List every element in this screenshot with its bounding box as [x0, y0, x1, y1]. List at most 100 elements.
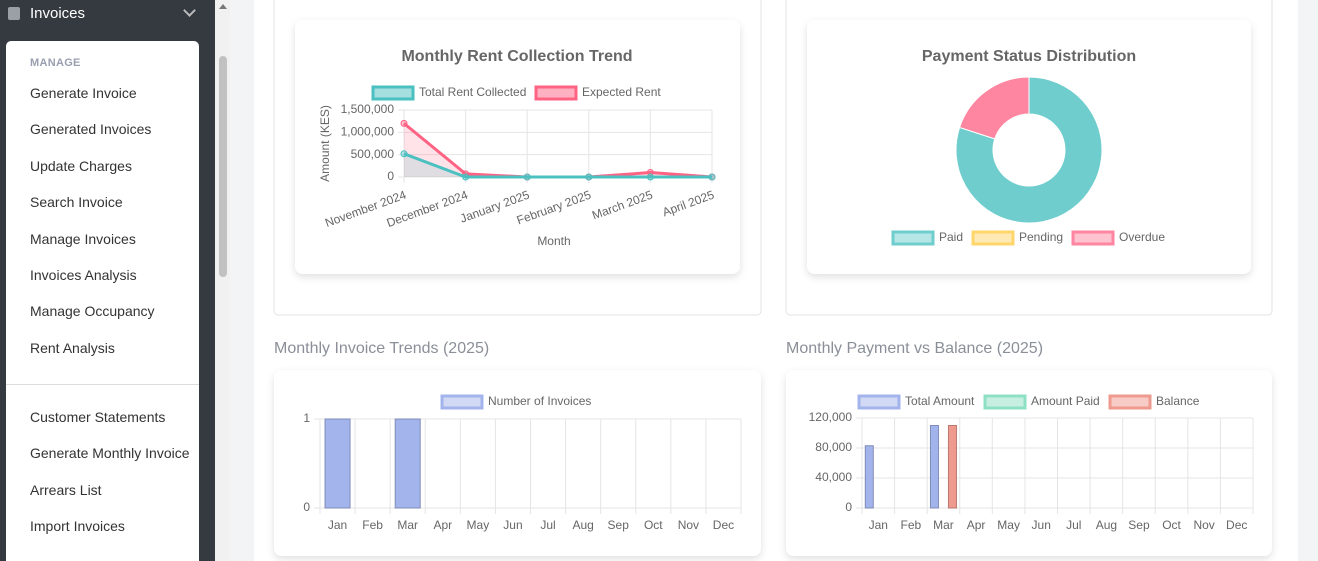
slice: [958, 76, 1030, 140]
point: [523, 173, 531, 181]
legend-label: Expected Rent: [582, 85, 661, 99]
menu-item[interactable]: Rent Analysis: [30, 339, 115, 356]
y-tick-label: 120,000: [809, 410, 853, 424]
legend-swatch: [1071, 230, 1115, 246]
x-tick-label: Jun: [1032, 518, 1051, 532]
legend-swatch: [1108, 394, 1152, 410]
menu-item[interactable]: Generated Invoices: [30, 121, 152, 138]
y-tick-label: 1,500,000: [341, 102, 395, 116]
scrollbar[interactable]: [215, 0, 230, 561]
x-tick-label: Nov: [678, 518, 699, 532]
legend-label: Number of Invoices: [488, 394, 591, 408]
bar: [929, 425, 939, 509]
bar: [324, 418, 351, 509]
chart-card: [786, 370, 1272, 556]
legend-label: Pending: [1019, 230, 1063, 244]
x-tick-label: Dec: [713, 518, 734, 532]
y-tick-label: 1,000,000: [341, 125, 395, 139]
x-tick-label: Jul: [540, 518, 555, 532]
area: [404, 153, 712, 177]
x-tick-label: Nov: [1193, 518, 1214, 532]
legend-label: Overdue: [1119, 230, 1165, 244]
menu-item[interactable]: Invoices Analysis: [30, 267, 137, 283]
x-tick-label: May: [467, 518, 490, 532]
menu-item[interactable]: Manage Occupancy: [30, 303, 155, 320]
legend-label: Amount Paid: [1031, 394, 1100, 408]
x-tick-label: Feb: [901, 518, 922, 532]
slice: [955, 76, 1103, 224]
y-tick-label: 0: [387, 169, 394, 183]
sidebar: Invoices MANAGE Generate Invoice Generate…: [0, 0, 215, 561]
legend-swatch: [857, 394, 901, 410]
scroll-thumb[interactable]: [219, 56, 227, 277]
x-tick-label: Feb: [362, 518, 383, 532]
bar: [394, 418, 421, 509]
x-tick-label: Sep: [608, 518, 630, 532]
menu-item[interactable]: Import Invoices: [30, 518, 125, 535]
menu-header[interactable]: Invoices: [30, 5, 86, 22]
x-tick-label: Jun: [503, 518, 522, 532]
menu-item[interactable]: Search Invoice: [30, 194, 123, 211]
legend-label: Paid: [939, 230, 963, 244]
chart-title: Monthly Rent Collection Trend: [401, 48, 632, 65]
separator: [6, 384, 199, 385]
section-title: Monthly Invoice Trends (2025): [274, 340, 489, 357]
x-tick-label: Oct: [1162, 518, 1181, 532]
menu-icon: [8, 7, 20, 20]
legend-swatch: [891, 230, 935, 246]
legend-label: Total Rent Collected: [419, 85, 526, 99]
menu-item[interactable]: Customer Statements: [30, 409, 166, 425]
menu-item[interactable]: Generate Monthly Invoice: [30, 445, 190, 462]
legend-swatch: [971, 230, 1015, 246]
dashboard: Monthly Invoice Trends (2025) Monthly Pa…: [254, 0, 1298, 561]
legend-swatch: [371, 85, 415, 101]
point: [646, 173, 654, 181]
chart-card: [274, 370, 761, 556]
x-tick-label: Mar: [933, 518, 954, 532]
point: [585, 173, 593, 181]
section-title: Monthly Payment vs Balance (2025): [786, 340, 1043, 357]
x-tick-label: Jul: [1066, 518, 1081, 532]
point: [462, 173, 470, 181]
y-tick-label: 0: [303, 500, 310, 514]
point: [400, 119, 408, 127]
area: [404, 123, 712, 177]
x-tick-label: Apr: [967, 518, 986, 532]
menu-item[interactable]: Manage Invoices: [30, 230, 136, 247]
point: [708, 173, 716, 181]
y-tick-label: 0: [845, 500, 852, 514]
x-tick-label: Mar: [397, 518, 418, 532]
x-tick-label: Jan: [869, 518, 888, 532]
menu-item[interactable]: Arrears List: [30, 481, 102, 498]
x-axis-title: Month: [537, 234, 570, 248]
x-tick-label: Dec: [1226, 518, 1247, 532]
scroll-arrow[interactable]: [219, 4, 227, 9]
menu-item[interactable]: Update Charges: [30, 157, 132, 174]
legend-label: Total Amount: [905, 394, 975, 408]
x-tick-label: Oct: [644, 518, 663, 532]
legend-swatch: [440, 394, 484, 410]
section-label: MANAGE: [30, 57, 81, 69]
y-tick-label: 1: [303, 411, 310, 425]
bar: [947, 425, 957, 509]
y-tick-label: 500,000: [351, 147, 395, 161]
legend-swatch: [534, 85, 578, 101]
chevron[interactable]: [183, 4, 196, 17]
legend-label: Balance: [1156, 394, 1200, 408]
bar: [864, 445, 874, 509]
point: [400, 150, 408, 158]
y-tick-label: 40,000: [815, 470, 852, 484]
line: [403, 152, 712, 179]
submenu-panel: MANAGE Generate Invoice Generated Invoice…: [6, 41, 199, 561]
chart-title: Payment Status Distribution: [922, 48, 1136, 65]
menu-item[interactable]: Generate Invoice: [30, 85, 137, 101]
chart-card: [295, 20, 740, 274]
y-axis-title: Amount (KES): [318, 105, 332, 182]
legend-swatch: [983, 394, 1027, 410]
chart-card: [807, 20, 1251, 274]
x-tick-label: Jan: [328, 518, 347, 532]
x-tick-label: Sep: [1128, 518, 1150, 532]
x-tick-label: Aug: [1096, 518, 1117, 532]
